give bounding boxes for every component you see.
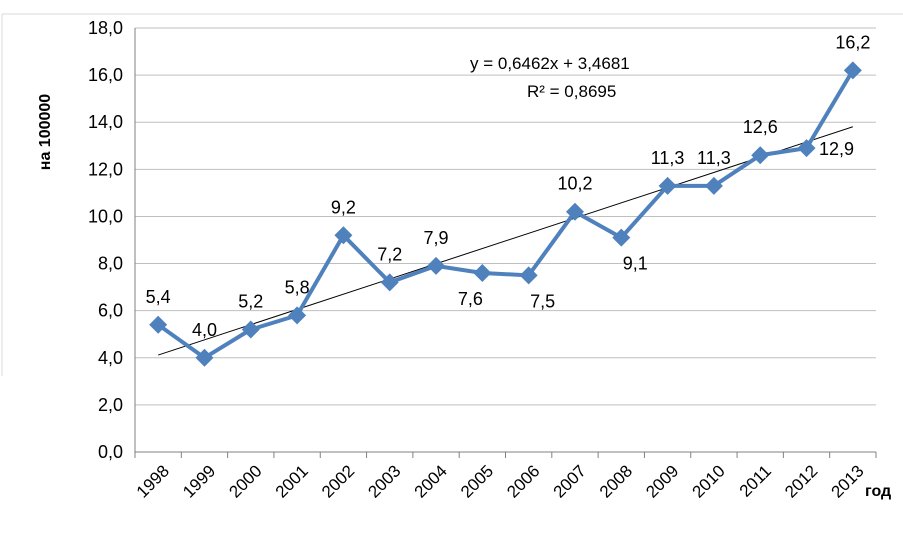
data-labels: 5,4 4,0 5,2 5,8 9,2 7,2 7,9 7,6 7,5 10,2 9,1 11,3 11… [146,32,871,339]
series-line [156,69,855,360]
data-label: 4,0 [192,320,217,340]
data-point-marker [149,315,168,334]
trendline-equation: y = 0,6462x + 3,4681 [470,54,630,73]
data-label: 7,2 [377,244,402,264]
x-tick-label: 1999 [179,461,219,501]
x-tick-label: 2000 [225,461,265,501]
data-point-marker [427,256,446,275]
x-tick-label: 2003 [364,461,404,501]
data-point-marker [380,273,399,292]
x-axis-ticks: 1998 1999 2000 2001 2002 2003 2004 2005 2006 2007… [133,452,877,502]
data-label: 5,2 [238,292,263,312]
data-point-marker [334,226,353,245]
y-tick-label: 16,0 [88,65,123,85]
data-point-marker [473,263,492,282]
data-point-marker [797,139,816,158]
data-label: 10,2 [557,174,592,194]
x-tick-label: 2013 [827,461,867,501]
y-tick-label: 4,0 [98,348,123,368]
y-tick-label: 10,0 [88,206,123,226]
y-tick-label: 6,0 [98,301,123,321]
data-point-marker [195,348,214,367]
y-tick-label: 2,0 [98,395,123,415]
x-tick-label: 2006 [503,461,543,501]
data-label: 7,9 [424,228,449,248]
data-label: 7,6 [458,289,483,309]
trendline-r-squared: R² = 0,8695 [527,82,616,101]
x-tick-label: 2005 [457,461,497,501]
x-tick-label: 2001 [272,461,312,501]
data-label: 16,2 [835,32,870,52]
y-tick-label: 8,0 [98,254,123,274]
y-axis-title: на 100000 [37,94,54,171]
data-label: 12,6 [743,117,778,137]
data-point-marker [704,176,723,195]
gridlines [134,27,876,453]
x-axis-title: год [865,483,891,500]
x-tick-label: 1998 [133,461,173,501]
x-tick-label: 2004 [411,461,451,501]
x-tick-label: 2007 [550,461,590,501]
trendline-group [158,126,853,356]
data-label: 12,9 [819,139,854,159]
data-label: 9,1 [623,254,648,274]
x-tick-label: 2009 [642,461,682,501]
x-tick-label: 2008 [596,461,636,501]
x-tick-label: 2010 [689,461,729,501]
y-tick-label: 18,0 [88,18,123,38]
y-tick-label: 14,0 [88,112,123,132]
data-label: 11,3 [697,148,731,168]
x-tick-label: 2011 [736,461,775,500]
data-label: 5,4 [146,287,171,307]
trendline [158,126,853,356]
data-point-marker [288,306,307,325]
data-point-marker [241,320,260,339]
data-point-marker [658,176,677,195]
y-tick-label: 12,0 [88,159,123,179]
data-label: 7,5 [530,291,555,311]
data-point-marker [843,61,862,80]
x-tick-label: 2002 [318,461,358,501]
data-label: 9,2 [331,197,356,217]
data-point-marker [519,266,538,285]
data-label: 5,8 [285,277,310,297]
y-axis-ticks: 0,0 2,0 4,0 6,0 8,0 10,0 12,0 14,0 16,0 18,0 [88,18,123,462]
data-point-marker [565,202,584,221]
x-tick-label: 2012 [781,461,821,501]
data-point-marker [751,146,770,165]
data-point-marker [612,228,631,247]
y-tick-label: 0,0 [98,442,123,462]
data-series [149,61,862,367]
data-label: 11,3 [651,148,685,168]
